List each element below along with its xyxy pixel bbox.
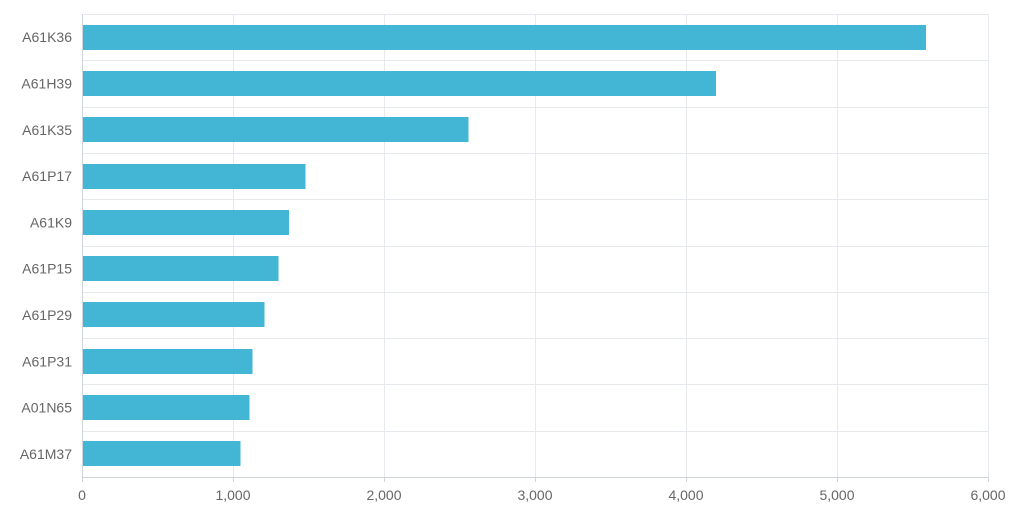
bar-a61k36[interactable]	[82, 25, 927, 50]
bar-a61p29[interactable]	[82, 302, 265, 327]
x-tick-label: 2,000	[366, 487, 401, 503]
y-tick-label: A61P31	[22, 353, 72, 369]
y-tick-label: A61P29	[22, 307, 72, 323]
x-tick-label: 0	[78, 487, 86, 503]
bar-a01n65[interactable]	[82, 395, 250, 420]
bars-layer	[82, 25, 927, 466]
axes-layer	[82, 14, 989, 482]
y-tick-label: A61P15	[22, 261, 72, 277]
y-tick-label: A61M37	[20, 446, 72, 462]
x-tick-label: 4,000	[668, 487, 703, 503]
y-tick-label: A61P17	[22, 168, 72, 184]
bar-a61k9[interactable]	[82, 210, 289, 235]
bar-a61p17[interactable]	[82, 164, 306, 189]
x-tick-label: 5,000	[819, 487, 854, 503]
y-tick-label: A61K36	[22, 29, 72, 45]
y-tick-label: A61K35	[22, 122, 72, 138]
bar-a61m37[interactable]	[82, 441, 241, 466]
bar-a61p15[interactable]	[82, 256, 279, 281]
x-tick-label: 6,000	[970, 487, 1005, 503]
bar-a61k35[interactable]	[82, 117, 469, 142]
x-tick-label: 3,000	[517, 487, 552, 503]
y-tick-label: A61K9	[30, 214, 72, 230]
x-tick-label: 1,000	[215, 487, 250, 503]
bar-a61p31[interactable]	[82, 349, 253, 374]
y-tick-label: A01N65	[21, 400, 72, 416]
y-tick-label: A61H39	[21, 75, 72, 91]
labels-layer: A61K36 A61H39 A61K35 A61P17 A61K9 A61P15 A61P2…	[20, 29, 1006, 503]
bar-a61h39[interactable]	[82, 71, 717, 96]
